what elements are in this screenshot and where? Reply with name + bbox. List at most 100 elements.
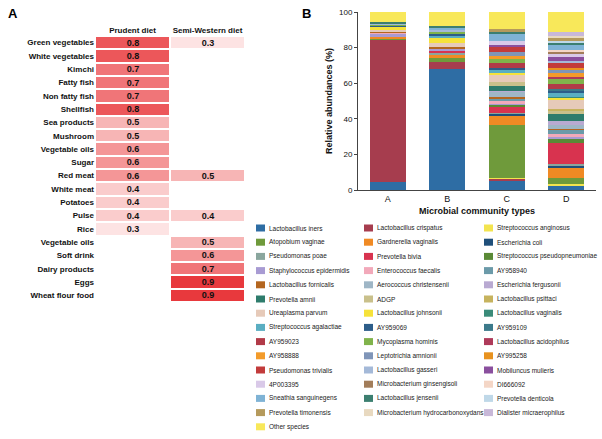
svg-text:Dialister micraerophilus: Dialister micraerophilus xyxy=(497,409,565,417)
svg-text:Leptotrichia amnionii: Leptotrichia amnionii xyxy=(377,352,437,360)
svg-text:AY958940: AY958940 xyxy=(497,267,527,274)
svg-text:Rice: Rice xyxy=(77,225,94,234)
svg-text:Lactobacillus acidophilus: Lactobacillus acidophilus xyxy=(497,338,570,346)
svg-text:A: A xyxy=(8,6,18,21)
svg-text:Streptococcus agalactiae: Streptococcus agalactiae xyxy=(269,323,342,331)
svg-text:Ureaplasma parvum: Ureaplasma parvum xyxy=(269,309,328,317)
svg-text:Pseudomonas trivialis: Pseudomonas trivialis xyxy=(269,367,333,374)
svg-text:Streptococcus pseudopneumoniae: Streptococcus pseudopneumoniae xyxy=(497,252,597,260)
svg-text:Pulse: Pulse xyxy=(73,211,95,220)
svg-text:Lactobacillus fornicalis: Lactobacillus fornicalis xyxy=(269,281,335,288)
svg-text:0.8: 0.8 xyxy=(127,51,140,61)
svg-text:Pseudomonas poae: Pseudomonas poae xyxy=(269,252,327,260)
svg-text:White meat: White meat xyxy=(51,185,94,194)
svg-text:60: 60 xyxy=(343,79,352,88)
svg-text:ADGP: ADGP xyxy=(377,296,395,303)
svg-text:Streptococcus anginosus: Streptococcus anginosus xyxy=(497,224,570,232)
svg-text:Gardnerella vaginalis: Gardnerella vaginalis xyxy=(377,238,439,246)
svg-text:20: 20 xyxy=(343,150,352,159)
svg-text:0.8: 0.8 xyxy=(127,38,140,48)
svg-text:Fatty fish: Fatty fish xyxy=(58,78,94,87)
svg-text:White vegetables: White vegetables xyxy=(29,52,95,61)
svg-text:0.9: 0.9 xyxy=(202,290,215,300)
svg-text:Lactobacillus vaginalis: Lactobacillus vaginalis xyxy=(497,309,562,317)
svg-text:0.3: 0.3 xyxy=(127,224,140,234)
svg-text:Relative abundances (%): Relative abundances (%) xyxy=(324,48,334,154)
svg-text:0.7: 0.7 xyxy=(127,91,140,101)
svg-text:Sneathia sanguinegens: Sneathia sanguinegens xyxy=(269,394,338,402)
svg-text:0.9: 0.9 xyxy=(202,277,215,287)
svg-text:80: 80 xyxy=(343,43,352,52)
svg-text:AY959069: AY959069 xyxy=(377,324,407,331)
svg-text:0.8: 0.8 xyxy=(127,104,140,114)
svg-text:0.4: 0.4 xyxy=(127,211,140,221)
svg-text:Aerococcus christensenii: Aerococcus christensenii xyxy=(377,281,449,288)
svg-text:Lactobacillus iners: Lactobacillus iners xyxy=(269,225,323,232)
svg-text:AY958888: AY958888 xyxy=(269,352,299,359)
svg-text:0.4: 0.4 xyxy=(127,197,140,207)
svg-text:0.3: 0.3 xyxy=(202,38,215,48)
svg-text:4P003395: 4P003395 xyxy=(269,381,299,388)
svg-text:0.6: 0.6 xyxy=(127,157,140,167)
svg-text:Prevotella denticola: Prevotella denticola xyxy=(497,395,554,402)
svg-text:B: B xyxy=(444,194,450,204)
svg-text:0.6: 0.6 xyxy=(127,144,140,154)
svg-text:AY995258: AY995258 xyxy=(497,352,527,359)
svg-text:Mobiluncus mulieris: Mobiluncus mulieris xyxy=(497,367,555,374)
svg-text:Microbacterium hydrocarbonoxyd: Microbacterium hydrocarbonoxydans xyxy=(377,409,484,417)
svg-text:Sugar: Sugar xyxy=(71,158,94,167)
svg-text:Other species: Other species xyxy=(269,423,310,431)
svg-text:Microbacterium ginsengisoli: Microbacterium ginsengisoli xyxy=(377,380,457,388)
svg-text:Prevotella bivia: Prevotella bivia xyxy=(377,253,421,260)
svg-text:Escherichia coli: Escherichia coli xyxy=(497,239,542,246)
svg-text:Mushroom: Mushroom xyxy=(53,132,94,141)
svg-text:0.7: 0.7 xyxy=(127,78,140,88)
svg-text:0.7: 0.7 xyxy=(202,264,215,274)
svg-text:Prevotella timonensis: Prevotella timonensis xyxy=(269,409,332,416)
svg-text:C: C xyxy=(504,194,511,204)
svg-text:0.6: 0.6 xyxy=(202,250,215,260)
svg-text:0.4: 0.4 xyxy=(127,184,140,194)
svg-text:Microbial community types: Microbial community types xyxy=(419,206,535,216)
svg-text:Enterococcus faecalis: Enterococcus faecalis xyxy=(377,267,441,274)
svg-text:Escherichia fergusonii: Escherichia fergusonii xyxy=(497,281,561,289)
svg-text:Shellfish: Shellfish xyxy=(61,105,94,114)
svg-text:Soft drink: Soft drink xyxy=(57,251,95,260)
svg-text:AY959023: AY959023 xyxy=(269,338,299,345)
svg-text:Red meat: Red meat xyxy=(58,171,94,180)
svg-text:0.5: 0.5 xyxy=(127,131,140,141)
svg-text:0.6: 0.6 xyxy=(127,171,140,181)
svg-text:AY959109: AY959109 xyxy=(497,324,527,331)
svg-text:D: D xyxy=(563,194,570,204)
svg-text:0.5: 0.5 xyxy=(202,237,215,247)
svg-text:0: 0 xyxy=(348,186,353,195)
svg-text:Lactobacillus gasseri: Lactobacillus gasseri xyxy=(377,366,437,374)
svg-text:Prevotella amnii: Prevotella amnii xyxy=(269,296,315,303)
svg-text:40: 40 xyxy=(343,115,352,124)
svg-text:100: 100 xyxy=(339,8,353,17)
svg-text:Potatoes: Potatoes xyxy=(60,198,94,207)
svg-text:A: A xyxy=(385,194,391,204)
svg-text:Lactobacillus psittaci: Lactobacillus psittaci xyxy=(497,295,557,303)
svg-text:Vegetable oils: Vegetable oils xyxy=(41,145,95,154)
svg-text:0.5: 0.5 xyxy=(202,171,215,181)
svg-text:B: B xyxy=(302,6,311,21)
svg-text:Green vegetables: Green vegetables xyxy=(27,38,94,47)
svg-text:0.7: 0.7 xyxy=(127,64,140,74)
svg-text:Atopobium vaginae: Atopobium vaginae xyxy=(269,238,325,246)
svg-text:Staphylococcus epidermidis: Staphylococcus epidermidis xyxy=(269,267,350,275)
svg-text:Dairy products: Dairy products xyxy=(38,265,95,274)
svg-text:Non fatty fish: Non fatty fish xyxy=(43,92,94,101)
svg-text:Prudent diet: Prudent diet xyxy=(109,26,156,35)
svg-text:0.4: 0.4 xyxy=(202,211,215,221)
svg-text:Semi-Western diet: Semi-Western diet xyxy=(173,26,243,35)
svg-text:Kimchi: Kimchi xyxy=(67,65,94,74)
svg-text:Vegetable oils: Vegetable oils xyxy=(41,238,95,247)
svg-text:DI666092: DI666092 xyxy=(497,381,526,388)
svg-text:Lactobacillus jensenii: Lactobacillus jensenii xyxy=(377,394,438,402)
svg-text:0.5: 0.5 xyxy=(127,117,140,127)
svg-text:Sea products: Sea products xyxy=(43,118,94,127)
svg-text:Lactobacillus johnsonii: Lactobacillus johnsonii xyxy=(377,309,442,317)
svg-text:Wheat flour food: Wheat flour food xyxy=(30,291,94,300)
svg-text:Lactobacillus crispatus: Lactobacillus crispatus xyxy=(377,224,443,232)
